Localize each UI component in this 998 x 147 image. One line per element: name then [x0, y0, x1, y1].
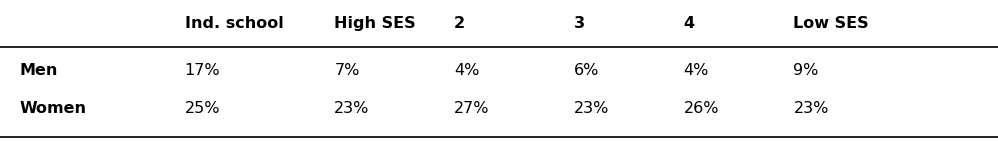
- Text: 23%: 23%: [793, 101, 828, 116]
- Text: 4%: 4%: [454, 63, 479, 78]
- Text: 9%: 9%: [793, 63, 818, 78]
- Text: Ind. school: Ind. school: [185, 16, 283, 31]
- Text: 4%: 4%: [684, 63, 709, 78]
- Text: 27%: 27%: [454, 101, 490, 116]
- Text: 23%: 23%: [334, 101, 369, 116]
- Text: 4: 4: [684, 16, 695, 31]
- Text: 2: 2: [454, 16, 465, 31]
- Text: 6%: 6%: [574, 63, 599, 78]
- Text: 3: 3: [574, 16, 585, 31]
- Text: Men: Men: [20, 63, 58, 78]
- Text: 23%: 23%: [574, 101, 609, 116]
- Text: 25%: 25%: [185, 101, 221, 116]
- Text: 26%: 26%: [684, 101, 720, 116]
- Text: 7%: 7%: [334, 63, 359, 78]
- Text: Women: Women: [20, 101, 87, 116]
- Text: High SES: High SES: [334, 16, 416, 31]
- Text: 17%: 17%: [185, 63, 221, 78]
- Text: Low SES: Low SES: [793, 16, 869, 31]
